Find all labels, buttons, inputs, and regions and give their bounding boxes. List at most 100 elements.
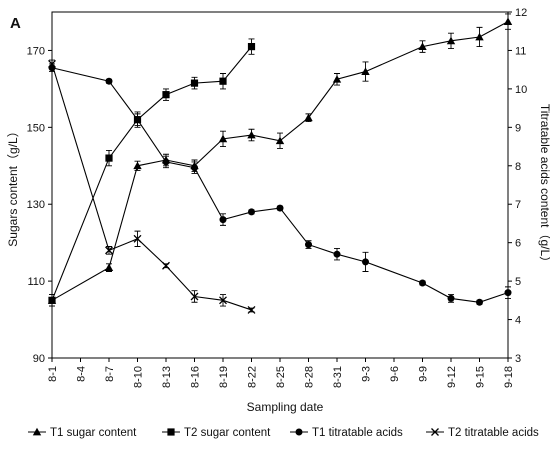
legend-marker [431,428,439,436]
data-point [247,305,256,314]
data-point [162,158,170,166]
legend-label: T2 titratable acids [448,427,539,439]
y-left-tick-label: 90 [33,353,45,365]
data-point [248,208,255,216]
legend-label: T1 sugar content [50,427,137,439]
y-left-tick-label: 170 [27,45,45,57]
series-t1-titratable-acids [48,63,512,306]
x-tick-label: 9-9 [418,366,430,382]
y-right-tick-label: 5 [515,276,521,288]
data-point [332,75,342,83]
data-point [191,164,198,172]
x-tick-label: 8-31 [332,366,344,388]
data-point [476,298,483,306]
y-right-tick-label: 10 [515,84,527,96]
legend-item: T2 sugar content [162,427,271,439]
data-point [446,36,456,45]
data-point [190,292,199,301]
legend-item: T1 sugar content [28,427,137,439]
y-right-tick-label: 9 [515,122,521,134]
data-point [48,296,56,304]
legend-item: T1 titratable acids [290,427,403,439]
data-point [418,42,427,50]
y-right-tick-label: 11 [515,45,526,57]
data-point [305,241,312,249]
x-tick-label: 8-1 [47,366,59,382]
legend: T1 sugar content T2 sugar content T1 titra… [28,427,539,439]
data-point [190,79,199,87]
data-point [219,77,227,85]
y-left-tick-label: 150 [27,122,45,134]
legend-marker [295,428,303,436]
legend-item: T2 titratable acids [426,427,539,439]
series-t2-titratable-acids [48,59,256,314]
y-right-tick-label: 6 [515,238,521,250]
data-point [504,289,512,297]
x-tick-label: 8-22 [247,366,259,388]
x-tick-label: 9-3 [361,366,373,382]
series-line [51,63,252,311]
x-tick-label: 9-12 [446,366,458,388]
data-point [247,130,256,139]
panel-letter: A [10,15,21,32]
x-tick-label: 8-13 [161,366,173,388]
series-layer [47,13,513,314]
data-point [503,17,513,25]
x-tick-label: 9-6 [389,366,401,382]
data-point [133,234,142,243]
y-right-tick-label: 3 [515,353,521,365]
legend-marker [167,428,175,436]
data-point [104,263,114,272]
data-point [133,161,142,170]
plot-frame [51,11,509,359]
data-point [304,113,313,122]
data-point [218,134,228,143]
series-t1-sugar-content [47,13,513,307]
x-tick-label: 9-15 [475,366,487,388]
y-axis-left-title: Sugars content（g/L） [6,125,20,246]
data-point [219,296,227,305]
y-left-tick-label: 130 [27,199,45,211]
data-point [162,91,170,99]
data-point [219,216,227,224]
x-axis-title: Sampling date [247,400,324,414]
data-point [48,59,56,68]
x-tick-label: 8-28 [304,366,316,388]
data-point [105,77,113,85]
y-axis-right-title: Titratable acids content（g/L） [538,104,550,268]
x-tick-label: 8-19 [218,366,230,388]
x-tick-label: 8-16 [190,366,202,388]
data-point [361,67,370,75]
data-point [419,279,426,287]
data-point [247,43,256,51]
data-point [276,204,284,212]
data-point [275,136,285,145]
y-right-tick-label: 12 [515,7,527,19]
series-line [51,67,509,303]
x-tick-label: 8-4 [76,366,88,382]
series-t2-sugar-content [48,38,256,307]
x-tick-label: 8-7 [104,366,116,382]
data-point [162,261,170,270]
data-point [475,32,484,41]
x-tick-label: 9-18 [503,366,515,388]
x-tick-label: 8-25 [275,366,287,388]
legend-marker [32,427,42,436]
data-point [134,116,141,124]
y-right-tick-label: 4 [515,315,521,327]
data-point [105,246,113,255]
axes: 90 110 130 150 170 3 4 5 6 7 8 9 10 11 12 8-1 8-4 8-7 8-10… [27,7,528,388]
y-right-tick-label: 8 [515,161,521,173]
data-point [105,154,113,162]
legend-label: T1 titratable acids [312,427,403,439]
data-point [447,294,455,302]
series-line [51,21,509,301]
legend-label: T2 sugar content [184,427,271,439]
data-point [362,258,369,266]
data-point [333,250,341,258]
x-tick-label: 8-10 [133,366,145,388]
y-right-tick-label: 7 [515,199,521,211]
y-left-tick-label: 110 [27,276,45,288]
